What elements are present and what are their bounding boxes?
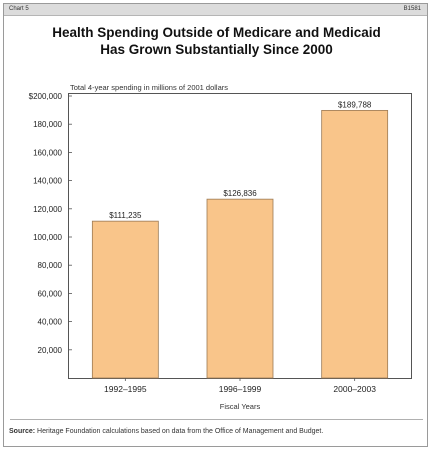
source-note: Source: Heritage Foundation calculations… [9, 428, 323, 435]
report-code: B1581 [403, 6, 421, 12]
y-tick-label: 160,000 [33, 148, 62, 157]
y-tick-label: 20,000 [38, 346, 63, 355]
y-tick-label: 180,000 [33, 120, 62, 129]
title-line-2: Has Grown Substantially Since 2000 [100, 42, 333, 57]
y-tick-label: $200,000 [29, 92, 63, 101]
y-tick-label: 140,000 [33, 177, 62, 186]
source-text: Heritage Foundation calculations based o… [37, 428, 324, 435]
bar-value-label: $189,788 [338, 100, 372, 109]
chart-number: Chart 5 [9, 6, 29, 12]
y-tick-label: 60,000 [38, 289, 63, 298]
x-tick-label: 2000–2003 [333, 384, 376, 394]
source-label: Source: [9, 428, 36, 435]
bar [206, 198, 274, 379]
bar [321, 109, 389, 379]
chart-title: Health Spending Outside of Medicare and … [0, 24, 433, 58]
title-line-1: Health Spending Outside of Medicare and … [52, 25, 381, 40]
y-tick-label: 100,000 [33, 233, 62, 242]
bar-value-label: $111,235 [109, 211, 142, 220]
y-tick-label: 40,000 [38, 318, 63, 327]
x-tick-label: 1992–1995 [104, 384, 147, 394]
bar-value-label: $126,836 [223, 189, 257, 198]
bar [91, 220, 159, 379]
header-bar: Chart 5 B1581 [4, 4, 427, 16]
y-tick-label: 80,000 [38, 261, 63, 270]
x-tick-label: 1996–1999 [219, 384, 262, 394]
chart-subtitle: Total 4-year spending in millions of 200… [70, 83, 229, 92]
footer-divider [10, 419, 423, 420]
y-tick-label: 120,000 [33, 205, 62, 214]
x-axis-title: Fiscal Years [220, 402, 261, 411]
